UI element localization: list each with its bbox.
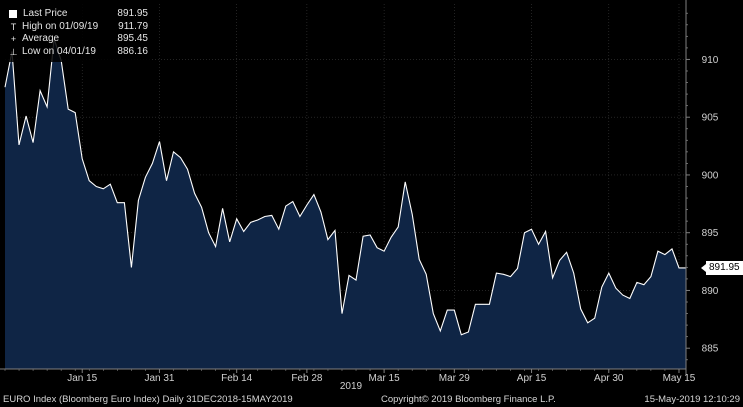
price-area (5, 38, 686, 370)
legend-average: + Average 895.45 (8, 33, 148, 46)
footer-timestamp: 15-May-2019 12:10:29 (644, 394, 740, 405)
legend: Last Price 891.95 T High on 01/09/19 911… (2, 4, 152, 62)
footer-copyright: Copyright© 2019 Bloomberg Finance L.P. (381, 394, 556, 405)
x-tick-label: Jan 31 (144, 373, 174, 384)
x-tick-label: Feb 14 (221, 373, 253, 384)
average-line-icon: + (10, 34, 17, 44)
legend-last-label: Last Price (23, 8, 68, 19)
high-marker-icon: T (10, 21, 17, 32)
legend-high-label: High on 01/09/19 (22, 20, 99, 32)
legend-low: ⊥ Low on 04/01/19 886.16 (8, 46, 148, 59)
legend-avg-value: 895.45 (117, 33, 148, 44)
y-axis: 885 890 895 900 905 910 (686, 12, 719, 361)
x-year-label: 2019 (340, 381, 363, 392)
y-tick-label: 905 (702, 113, 719, 124)
last-price-tag: 891.95 (701, 261, 743, 275)
legend-high-value: 911.79 (118, 20, 148, 32)
x-tick-label: Apr 15 (517, 373, 547, 384)
legend-low-value: 886.16 (117, 45, 148, 57)
price-line (4, 38, 686, 336)
footer-index-info: EURO Index (Bloomberg Euro Index) Daily … (3, 394, 293, 405)
x-tick-label: May 15 (663, 373, 696, 384)
x-tick-label: Feb 28 (291, 373, 323, 384)
y-tick-label: 890 (702, 286, 719, 297)
y-tick-label: 910 (702, 55, 719, 66)
x-tick-label: Apr 30 (594, 373, 624, 384)
y-tick-label: 885 (702, 344, 719, 355)
square-icon (9, 10, 17, 19)
legend-avg-label: Average (22, 33, 60, 44)
x-tick-label: Jan 15 (67, 373, 97, 384)
y-tick-label: 895 (702, 228, 719, 239)
low-marker-icon: ⊥ (9, 46, 18, 57)
legend-last-value: 891.95 (117, 8, 148, 19)
footer: EURO Index (Bloomberg Euro Index) Daily … (0, 393, 743, 407)
x-tick-label: Mar 15 (369, 373, 401, 384)
x-tick-label: Mar 29 (439, 373, 471, 384)
chart-axes (0, 0, 687, 375)
legend-last-price: Last Price 891.95 (8, 8, 148, 21)
y-tick-label: 900 (702, 170, 719, 181)
legend-high: T High on 01/09/19 911.79 (8, 21, 148, 34)
legend-low-label: Low on 04/01/19 (22, 45, 96, 57)
x-axis: Jan 15 Jan 31 Feb 14 Feb 28 Mar 15 Mar 29 Apr … (4, 369, 696, 392)
